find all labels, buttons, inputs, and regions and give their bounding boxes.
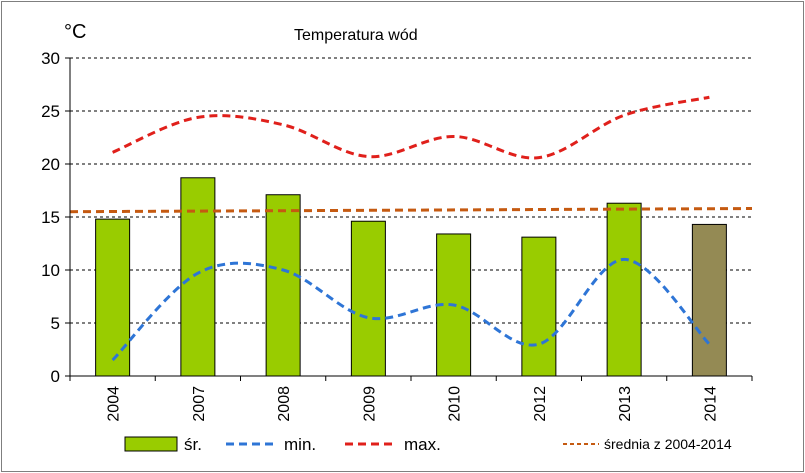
x-tick-label: 2010 [447, 386, 464, 422]
x-tick-label: 2008 [276, 386, 293, 422]
legend: śr. min. max. średnia z 2004-2014 [124, 435, 732, 454]
series-lines [69, 95, 753, 362]
legend-label-bar: śr. [184, 435, 202, 454]
legend-label-min: min. [284, 435, 316, 454]
y-tick-label: 20 [41, 155, 60, 174]
legend-swatch-bar [124, 436, 178, 452]
legend-label-average: średnia z 2004-2014 [604, 436, 732, 452]
axes: 0 5 10 15 20 25 30 2004 2007 2008 2009 2010 2012 2013… [41, 49, 753, 422]
x-tick-label: 2013 [617, 386, 634, 422]
x-tick-label: 2012 [532, 386, 549, 422]
x-tick-label: 2004 [106, 386, 123, 422]
y-tick-label: 25 [41, 102, 60, 121]
x-tick-label: 2009 [361, 386, 378, 422]
bar-2012 [521, 236, 557, 377]
bar-2013 [606, 202, 642, 377]
series-line-max [112, 95, 710, 160]
bar-2007 [180, 177, 216, 377]
bar-2008 [265, 194, 301, 377]
y-tick-label: 15 [41, 208, 60, 227]
series-line-min [111, 257, 711, 362]
bar-2009 [350, 220, 386, 377]
x-tick-label: 2014 [702, 386, 719, 422]
x-tick-label: 2007 [191, 386, 208, 422]
unit-label: °C [64, 21, 86, 43]
series-line-average [69, 207, 753, 214]
bar-2014 [691, 223, 727, 377]
gridlines [70, 57, 752, 324]
chart-title: Temperatura wód [294, 27, 418, 44]
legend-label-max: max. [404, 435, 441, 454]
y-tick-label: 0 [51, 367, 60, 386]
y-tick-label: 5 [51, 314, 60, 333]
bars [95, 177, 727, 377]
bar-2004 [95, 218, 131, 377]
y-tick-label: 30 [41, 49, 60, 68]
y-tick-label: 10 [41, 261, 60, 280]
